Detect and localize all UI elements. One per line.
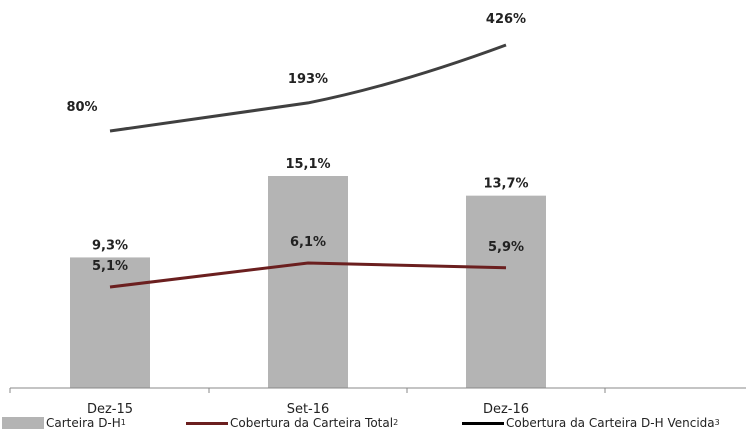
bar-label-dez-16: 13,7% xyxy=(483,177,528,192)
x-tick-label-dez-16: Dez-16 xyxy=(483,402,529,416)
line-total-label-set-16: 6,1% xyxy=(290,235,326,250)
legend-item-cobertura-vencida: Cobertura da Carteira D-H Vencida 3 xyxy=(462,416,720,430)
legend-swatch-bar xyxy=(2,417,44,429)
chart-area: 9,3% 15,1% 13,7% 5,1% 6,1% 5,9% 80% 193% 426% De… xyxy=(9,12,746,416)
bars-layer xyxy=(70,176,546,388)
x-axis-ticks: Dez-15 Set-16 Dez-16 xyxy=(9,388,606,416)
legend-swatch-line-vencida xyxy=(462,421,504,425)
legend-sup-2: 2 xyxy=(393,418,399,427)
legend-item-cobertura-total: Cobertura da Carteira Total 2 xyxy=(186,416,398,430)
bar-dez-15 xyxy=(70,257,150,388)
data-labels-layer: 9,3% 15,1% 13,7% 5,1% 6,1% 5,9% 80% 193% 426% xyxy=(66,12,528,274)
line-vencida-label-dez-16: 426% xyxy=(486,12,526,27)
legend-label-carteira: Carteira D-H xyxy=(46,416,121,430)
legend: Carteira D-H 1 Cobertura da Carteira Tota… xyxy=(0,416,746,438)
bar-dez-16 xyxy=(466,195,546,388)
line-vencida-label-set-16: 193% xyxy=(288,72,328,87)
legend-sup-1: 1 xyxy=(120,418,126,427)
x-tick-label-set-16: Set-16 xyxy=(287,402,330,416)
line-cobertura-total xyxy=(109,261,507,289)
x-tick-label-dez-15: Dez-15 xyxy=(87,402,133,416)
bar-label-set-16: 15,1% xyxy=(285,157,330,172)
line-vencida-label-dez-15: 80% xyxy=(66,100,97,115)
line-total-label-dez-16: 5,9% xyxy=(488,240,524,255)
lines-layer xyxy=(109,43,507,289)
legend-item-carteira: Carteira D-H 1 xyxy=(2,416,126,430)
bar-label-dez-15: 9,3% xyxy=(92,238,128,253)
legend-label-cobertura-vencida: Cobertura da Carteira D-H Vencida xyxy=(506,416,715,430)
line-total-label-dez-15: 5,1% xyxy=(92,259,128,274)
legend-sup-3: 3 xyxy=(714,418,720,427)
line-cobertura-vencida xyxy=(109,43,507,133)
legend-swatch-line-total xyxy=(186,421,228,425)
legend-label-cobertura-total: Cobertura da Carteira Total xyxy=(230,416,394,430)
bar-set-16 xyxy=(268,176,348,388)
